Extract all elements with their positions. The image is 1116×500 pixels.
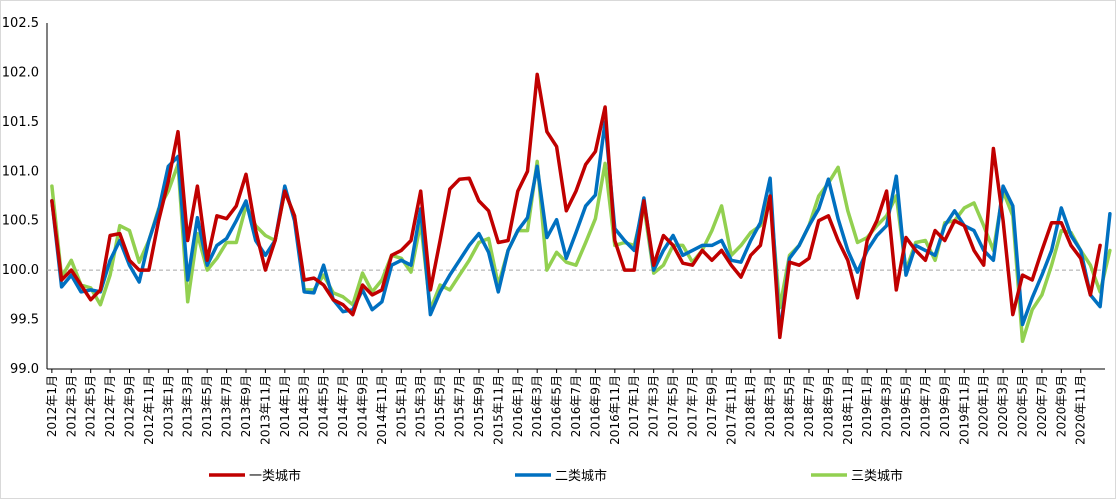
legend-label: 一类城市 <box>249 468 301 484</box>
y-axis: 99.0 99.5 100.0 100.5 101.0 101.5 102.0 102.5 <box>2 16 39 377</box>
x-tick-label: 2018年9月 <box>821 375 835 437</box>
x-tick-label: 2013年9月 <box>239 375 253 437</box>
x-tick-label: 2020年11月 <box>1074 375 1088 445</box>
x-tick-label: 2020年9月 <box>1054 375 1068 437</box>
y-tick-label: 101.0 <box>2 164 39 179</box>
series-line <box>50 72 1102 340</box>
x-tick-label: 2014年7月 <box>336 375 350 437</box>
x-tick-label: 2016年3月 <box>530 375 544 437</box>
x-tick-label: 2016年5月 <box>550 375 564 437</box>
x-tick-label: 2017年5月 <box>666 375 680 437</box>
x-tick-label: 2016年9月 <box>588 375 602 437</box>
x-tick-label: 2012年3月 <box>64 375 78 437</box>
x-tick-label: 2017年11月 <box>724 375 738 445</box>
x-tick-label: 2013年11月 <box>258 375 272 445</box>
x-tick-label: 2012年5月 <box>84 375 98 437</box>
x-tick-label: 2013年1月 <box>161 375 175 437</box>
x-tick-label: 2017年3月 <box>647 375 661 437</box>
x-tick-label: 2019年3月 <box>880 375 894 437</box>
y-tick-label: 102.5 <box>2 16 39 31</box>
series-line <box>50 120 1112 337</box>
x-axis: 2012年1月 2012年3月 2012年5月 2012年7月 2012年9月 2012年… <box>45 369 1088 445</box>
y-tick-label: 100.0 <box>2 263 39 278</box>
x-tick-label: 2014年9月 <box>355 375 369 437</box>
x-tick-label: 2012年9月 <box>123 375 137 437</box>
x-tick-label: 2016年7月 <box>569 375 583 437</box>
y-tick-label: 99.5 <box>10 313 39 328</box>
x-tick-label: 2013年5月 <box>200 375 214 437</box>
x-tick-label: 2015年3月 <box>414 375 428 437</box>
x-tick-label: 2012年11月 <box>142 375 156 445</box>
x-tick-label: 2018年7月 <box>802 375 816 437</box>
x-tick-label: 2019年5月 <box>899 375 913 437</box>
x-tick-label: 2012年1月 <box>45 375 59 437</box>
series-line <box>50 159 1112 344</box>
x-tick-label: 2017年1月 <box>627 375 641 437</box>
y-tick-label: 99.0 <box>10 362 39 377</box>
x-tick-label: 2018年1月 <box>744 375 758 437</box>
x-tick-label: 2019年7月 <box>918 375 932 437</box>
x-tick-label: 2013年7月 <box>220 375 234 437</box>
x-tick-label: 2014年3月 <box>297 375 311 437</box>
x-tick-label: 2020年1月 <box>977 375 991 437</box>
x-tick-label: 2015年5月 <box>433 375 447 437</box>
x-tick-label: 2014年1月 <box>278 375 292 437</box>
x-tick-label: 2015年1月 <box>394 375 408 437</box>
y-tick-label: 101.5 <box>2 115 39 130</box>
x-tick-label: 2020年5月 <box>1015 375 1029 437</box>
y-tick-label: 102.0 <box>2 65 39 80</box>
x-tick-label: 2019年1月 <box>860 375 874 437</box>
x-tick-label: 2016年11月 <box>608 375 622 445</box>
x-tick-label: 2014年11月 <box>375 375 389 445</box>
x-tick-label: 2015年7月 <box>453 375 467 437</box>
x-tick-label: 2019年9月 <box>938 375 952 437</box>
x-tick-label: 2017年9月 <box>705 375 719 437</box>
x-tick-label: 2015年9月 <box>472 375 486 437</box>
x-tick-label: 2017年7月 <box>685 375 699 437</box>
x-tick-label: 2015年11月 <box>491 375 505 445</box>
legend: 一类城市 二类城市 三类城市 <box>209 468 903 484</box>
x-tick-label: 2018年5月 <box>783 375 797 437</box>
x-tick-label: 2018年3月 <box>763 375 777 437</box>
legend-label: 三类城市 <box>851 468 903 484</box>
x-tick-label: 2016年1月 <box>511 375 525 437</box>
x-tick-label: 2012年7月 <box>103 375 117 437</box>
x-tick-label: 2018年11月 <box>841 375 855 445</box>
x-tick-label: 2020年3月 <box>996 375 1010 437</box>
x-tick-label: 2014年5月 <box>317 375 331 437</box>
series-lines <box>50 72 1112 344</box>
legend-label: 二类城市 <box>555 468 607 484</box>
x-tick-label: 2013年3月 <box>181 375 195 437</box>
x-tick-label: 2020年7月 <box>1035 375 1049 437</box>
y-tick-label: 100.5 <box>2 214 39 229</box>
x-tick-label: 2019年11月 <box>957 375 971 445</box>
